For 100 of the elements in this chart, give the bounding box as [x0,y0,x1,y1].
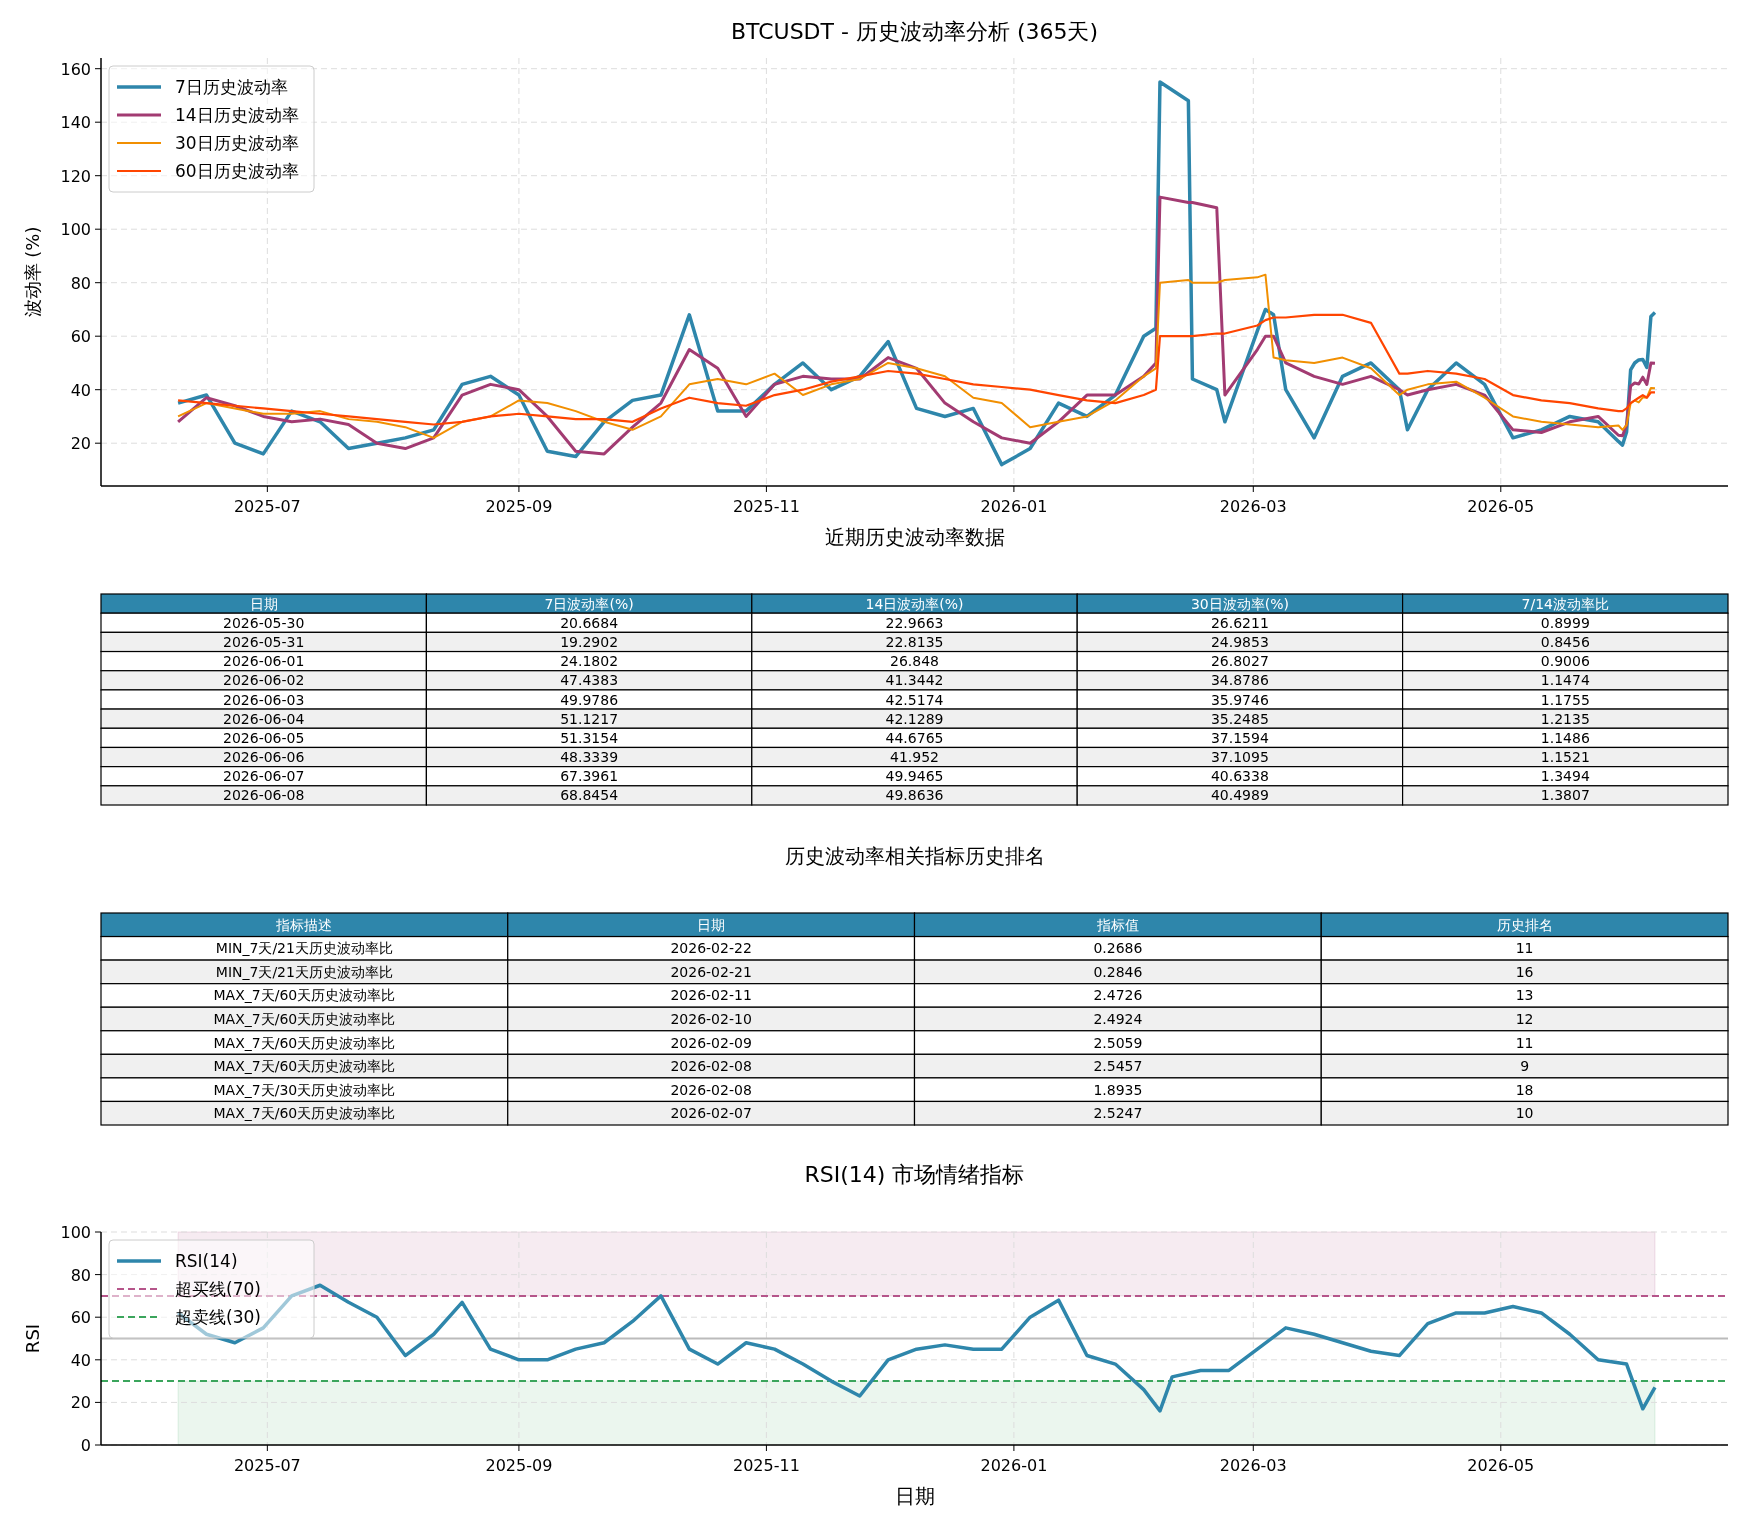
text: 2026-02-07 [670,1105,752,1122]
text: 0.2686 [1093,940,1143,957]
text: 2.4924 [1093,1011,1143,1027]
category-label: 历史排名 [1496,916,1553,933]
category-label: 7日波动率(%) [544,595,634,612]
chart-title: RSI(14) 市场情绪指标 [804,1162,1025,1187]
text: 41.952 [890,749,939,766]
text: 37.1095 [1210,749,1269,766]
text: 1.1486 [1540,729,1590,746]
text: 49.9465 [885,768,944,785]
text: MIN_7天/21天历史波动率比 [215,940,393,957]
y-tick-label: 40 [70,1350,91,1370]
text: 2026-06-01 [223,653,305,670]
text: 2.4726 [1093,987,1143,1004]
x-tick-label: 2026-01 [980,1456,1048,1475]
category-label: 7/14波动率比 [1521,595,1610,612]
text: 2026-06-05 [223,729,305,746]
x-tick-label: 2025-09 [485,1456,553,1475]
text: 26.6211 [1210,614,1269,631]
text: 11 [1515,940,1534,957]
text: 42.5174 [885,691,944,708]
line-series [177,273,1656,439]
text: 51.1217 [560,710,619,727]
line-series [176,313,1657,426]
x-axis-title: 日期 [894,1484,935,1508]
text: 1.1755 [1540,691,1590,708]
legend-label: 30日历史波动率 [175,133,299,153]
x-tick-label: 2025-09 [485,497,553,516]
text: MAX_7天/60天历史波动率比 [213,1034,396,1051]
text: 34.8786 [1210,672,1269,689]
category-label: 日期 [249,595,278,612]
text: 16 [1515,963,1534,980]
ref-line-label: 超买线(70) [175,1279,261,1299]
text: 18 [1515,1081,1534,1098]
category-label: 14日波动率(%) [865,595,964,612]
text: 2.5457 [1093,1058,1143,1075]
y-tick-label: 80 [70,273,91,293]
text: 历史波动率相关指标历史排名 [784,844,1045,868]
text: 40.4989 [1210,787,1269,804]
text: 22.8135 [885,633,944,650]
text: 1.1521 [1540,749,1590,766]
text: 2026-05-31 [223,633,305,650]
y-tick-label: 40 [70,380,91,400]
y-axis-title: 波动率 (%) [22,226,43,318]
legend-label: 60日历史波动率 [175,161,299,181]
text: 22.9663 [885,614,944,631]
text: 2026-06-03 [223,691,305,708]
category-label: 30日波动率(%) [1190,595,1289,612]
text: 0.8999 [1540,614,1590,631]
text: 2026-02-10 [670,1011,752,1027]
text: 44.6765 [885,729,944,746]
text: 35.9746 [1210,691,1269,708]
y-tick-label: 80 [70,1265,91,1285]
text: 20.6684 [560,614,619,631]
text: MIN_7天/21天历史波动率比 [215,963,393,980]
text: 2026-02-09 [670,1034,752,1051]
text: MAX_7天/60天历史波动率比 [213,1011,396,1027]
x-tick-label: 2025-11 [732,1456,800,1475]
line-series [176,195,1657,456]
y-tick-label: 100 [60,1223,91,1242]
line-series [176,1283,1657,1413]
y-tick-label: 0 [80,1436,91,1455]
text: 48.3339 [560,749,619,766]
text: 2026-06-02 [223,672,305,689]
text: 0.2846 [1093,963,1143,980]
text: 24.1802 [560,653,619,670]
text: 2.5247 [1093,1105,1143,1122]
text: 近期历史波动率数据 [824,525,1005,549]
text: 47.4383 [560,672,619,689]
text: 67.3961 [560,768,619,785]
text: 35.2485 [1210,710,1269,727]
text: 19.2902 [560,633,619,650]
y-tick-label: 20 [70,1393,91,1413]
text: MAX_7天/30天历史波动率比 [213,1081,396,1098]
text: 37.1594 [1210,729,1269,746]
y-tick-label: 100 [60,220,91,240]
text: 10 [1515,1105,1534,1122]
text: 26.848 [890,653,939,670]
text: 1.3494 [1540,768,1590,785]
x-tick-label: 2026-01 [980,497,1048,516]
text: 42.1289 [885,710,944,727]
category-label: 指标值 [1095,916,1139,933]
legend-label: 超卖线(30) [175,1307,261,1327]
text: 41.3442 [885,672,944,689]
x-tick-label: 2026-05 [1467,497,1535,516]
x-tick-label: 2026-05 [1467,1456,1535,1475]
x-tick-label: 2025-07 [233,1456,301,1475]
chart-title: BTCUSDT - 历史波动率分析 (365天) [730,19,1099,44]
text: 2026-02-22 [670,940,752,957]
y-tick-label: 60 [70,1308,91,1328]
text: 40.6338 [1210,768,1269,785]
legend-label: RSI(14) [175,1251,238,1271]
text: 26.8027 [1210,653,1269,670]
text: 1.1474 [1540,672,1590,689]
text: 2026-02-11 [670,987,752,1004]
text: 9 [1520,1058,1530,1075]
text: 2026-02-08 [670,1058,752,1075]
text: 2026-02-21 [670,963,752,980]
text: 49.9786 [560,691,619,708]
text: 68.8454 [560,787,619,804]
